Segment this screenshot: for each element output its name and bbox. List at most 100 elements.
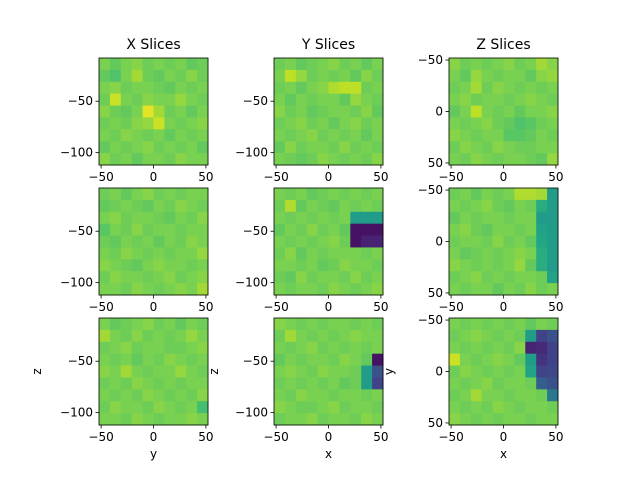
heatmap-cell: [459, 329, 472, 343]
heatmap-cell: [109, 129, 122, 142]
heatmap-cell: [536, 247, 548, 260]
y-tick-label: −50: [68, 94, 93, 108]
heatmap-cell: [306, 389, 319, 402]
heatmap-cell: [536, 259, 548, 272]
heatmap-cell: [470, 329, 483, 343]
heatmap-cell: [164, 199, 176, 213]
heatmap-cell: [372, 259, 384, 272]
heatmap-cell: [514, 93, 526, 107]
heatmap-cell: [492, 188, 504, 201]
y-tick-label: −100: [235, 406, 268, 420]
heatmap-cell: [481, 271, 494, 284]
heatmap-cell: [503, 105, 515, 118]
heatmap-cell: [197, 129, 209, 142]
heatmap-cell: [525, 58, 537, 71]
heatmap-cell: [175, 188, 187, 201]
heatmap-cell: [350, 105, 362, 118]
heatmap-cell: [99, 259, 111, 272]
heatmap-cell: [361, 341, 373, 355]
heatmap-cell: [536, 341, 548, 355]
heatmap-cell: [109, 259, 122, 272]
heatmap-cell: [514, 401, 526, 414]
heatmap-cell: [547, 129, 559, 142]
heatmap-cell: [284, 69, 297, 83]
heatmap-cell: [547, 353, 559, 367]
heatmap-cell: [350, 341, 362, 355]
heatmap-cell: [547, 199, 559, 213]
heatmap-cell: [514, 223, 526, 237]
heatmap-cell: [153, 341, 165, 355]
heatmap-cell: [131, 329, 144, 343]
heatmap-cell: [284, 129, 297, 142]
heatmap-cell: [142, 365, 154, 378]
heatmap-cell: [503, 223, 515, 237]
heatmap-cell: [120, 105, 133, 118]
heatmap-cell: [503, 153, 515, 166]
heatmap-cell: [514, 318, 526, 331]
heatmap-cell: [459, 271, 472, 284]
heatmap-cell: [186, 401, 198, 414]
heatmap-cell: [459, 69, 472, 83]
heatmap-cell: [503, 401, 515, 414]
heatmap-cell: [306, 188, 319, 201]
heatmap-cell: [547, 329, 559, 343]
heatmap-cell: [492, 341, 504, 355]
heatmap-cell: [120, 413, 133, 426]
heatmap-cell: [481, 259, 494, 272]
heatmap-cell: [503, 259, 515, 272]
heatmap-cell: [481, 365, 494, 378]
heatmap-cell: [120, 153, 133, 166]
heatmap-cell: [186, 247, 198, 260]
heatmap-cell: [459, 117, 472, 130]
x-tick-label: −50: [88, 300, 113, 314]
heatmap-cell: [372, 318, 384, 331]
heatmap-cell: [350, 81, 362, 95]
heatmap-cell: [503, 377, 515, 390]
y-tick-label: −100: [235, 276, 268, 290]
heatmap-cell: [317, 318, 329, 331]
heatmap-cell: [459, 353, 472, 367]
heatmap-cell: [503, 129, 515, 142]
heatmap-cell: [274, 318, 286, 331]
x-tick-label: 0: [150, 170, 158, 184]
heatmap-cell: [175, 401, 187, 414]
heatmap-cell: [197, 153, 209, 166]
heatmap-cell: [328, 69, 340, 83]
heatmap-cell: [164, 247, 176, 260]
heatmap-cell: [547, 341, 559, 355]
x-tick-label: 0: [500, 300, 508, 314]
heatmap-cell: [328, 341, 340, 355]
heatmap-cell: [99, 105, 111, 118]
heatmap-cell: [481, 81, 494, 95]
heatmap-cell: [372, 235, 384, 248]
heatmap-cell: [131, 105, 144, 118]
heatmap-cell: [470, 211, 483, 225]
heatmap-cell: [536, 283, 548, 296]
heatmap-cell: [99, 93, 111, 107]
heatmap-cell: [372, 365, 384, 378]
heatmap-cell: [274, 353, 286, 367]
heatmap-cell: [164, 105, 176, 118]
heatmap-cell: [547, 153, 559, 166]
heatmap-cell: [514, 235, 526, 248]
heatmap-cell: [284, 247, 297, 260]
heatmap-cell: [328, 259, 340, 272]
heatmap-cell: [536, 81, 548, 95]
heatmap-cell: [361, 141, 373, 154]
heatmap-cell: [547, 247, 559, 260]
heatmap-cell: [153, 401, 165, 414]
heatmap-cell: [481, 129, 494, 142]
heatmap-cell: [142, 69, 154, 83]
heatmap-cell: [361, 365, 373, 378]
heatmap-cell: [274, 413, 286, 426]
heatmap-cell: [536, 199, 548, 213]
x-tick-label: 0: [500, 170, 508, 184]
y-tick-label: 50: [428, 286, 443, 300]
heatmap-cell: [459, 93, 472, 107]
heatmap-cell: [514, 153, 526, 166]
heatmap-cell: [175, 329, 187, 343]
heatmap-cell: [164, 329, 176, 343]
heatmap-cell: [274, 389, 286, 402]
heatmap-cell: [109, 329, 122, 343]
heatmap-cell: [295, 283, 308, 296]
